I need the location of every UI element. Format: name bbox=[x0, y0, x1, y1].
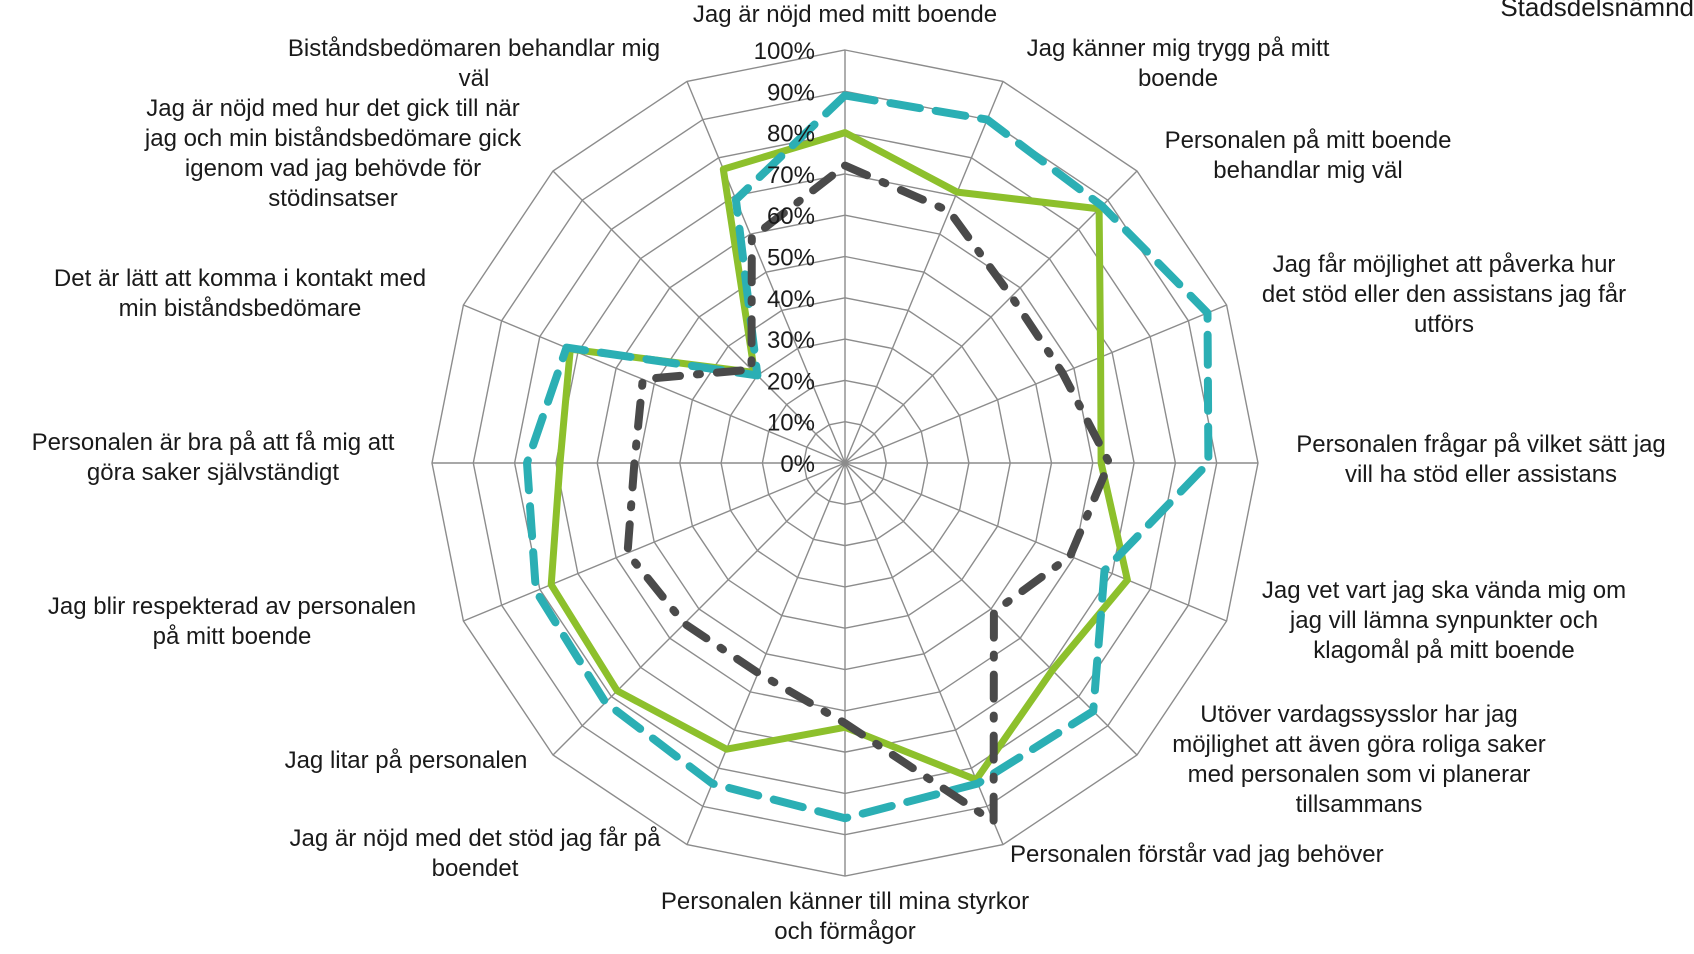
radial-tick-label: 20% bbox=[767, 368, 815, 395]
legend-entry: Stadsdelsnämnd bbox=[1500, 0, 1694, 22]
category-label: Personalen är bra på att få mig att göra … bbox=[32, 429, 395, 486]
grid-spoke bbox=[552, 462, 846, 756]
series-line-solid bbox=[547, 129, 1131, 784]
grid-spoke bbox=[844, 81, 1004, 464]
category-label: Det är lätt att komma i kontakt med min b… bbox=[54, 265, 426, 322]
radial-tick-label: 80% bbox=[767, 121, 815, 148]
category-label: Personalen frågar på vilket sätt jag vill… bbox=[1296, 431, 1666, 488]
grid-spoke bbox=[463, 304, 846, 464]
category-label: Personalen förstår vad jag behöver bbox=[1010, 841, 1384, 868]
radial-tick-label: 50% bbox=[767, 245, 815, 272]
category-label: Jag blir respekterad av personalen på mit… bbox=[48, 593, 416, 650]
grid-spoke bbox=[844, 304, 1227, 464]
category-label: Jag känner mig trygg på mitt boende bbox=[1027, 35, 1330, 92]
radial-tick-label: 100% bbox=[754, 38, 815, 65]
grid-spoke bbox=[686, 462, 846, 845]
grid-spoke bbox=[844, 462, 1004, 845]
category-label: Personalen känner till mina styrkor och f… bbox=[661, 888, 1029, 945]
series-line-dash-dot bbox=[623, 161, 1114, 826]
category-label: Biståndsbedömaren behandlar mig väl bbox=[288, 35, 660, 92]
category-label: Personalen på mitt boende behandlar mig v… bbox=[1165, 127, 1452, 184]
category-labels: Jag är nöjd med mitt boende Jag känner mi… bbox=[32, 1, 1666, 945]
radial-tick-label: 70% bbox=[767, 162, 815, 189]
grid-spoke bbox=[844, 170, 1138, 464]
grid-spoke bbox=[463, 462, 846, 622]
radial-tick-label: 60% bbox=[767, 203, 815, 230]
category-label: Jag är nöjd med mitt boende bbox=[693, 1, 997, 28]
category-label: Jag litar på personalen bbox=[285, 747, 528, 774]
radial-tick-label: 10% bbox=[767, 410, 815, 437]
grid-spoke bbox=[552, 170, 846, 464]
grid-spoke bbox=[686, 81, 846, 464]
radial-tick-label: 30% bbox=[767, 327, 815, 354]
radial-tick-labels: 0% 10% 20% 30% 40% 50% 60% 70% 80% 90% 100% bbox=[754, 38, 815, 478]
category-label: Utöver vardagssysslor har jag möjlighet a… bbox=[1172, 701, 1546, 818]
grid bbox=[431, 49, 1259, 877]
radial-tick-label: 0% bbox=[780, 451, 815, 478]
series-layer bbox=[523, 91, 1213, 826]
grid-spoke bbox=[844, 462, 1227, 622]
category-label: Jag vet vart jag ska vända mig om jag vil… bbox=[1262, 577, 1626, 664]
radial-tick-label: 90% bbox=[767, 79, 815, 106]
category-label: Jag är nöjd med det stöd jag får på boend… bbox=[290, 825, 662, 882]
grid-spoke bbox=[844, 462, 1138, 756]
category-label: Jag får möjlighet att påverka hur det stö… bbox=[1262, 251, 1626, 338]
series-line-dashed bbox=[523, 91, 1213, 823]
radial-tick-label: 40% bbox=[767, 286, 815, 313]
category-label: Jag är nöjd med hur det gick till när jag… bbox=[144, 95, 522, 212]
